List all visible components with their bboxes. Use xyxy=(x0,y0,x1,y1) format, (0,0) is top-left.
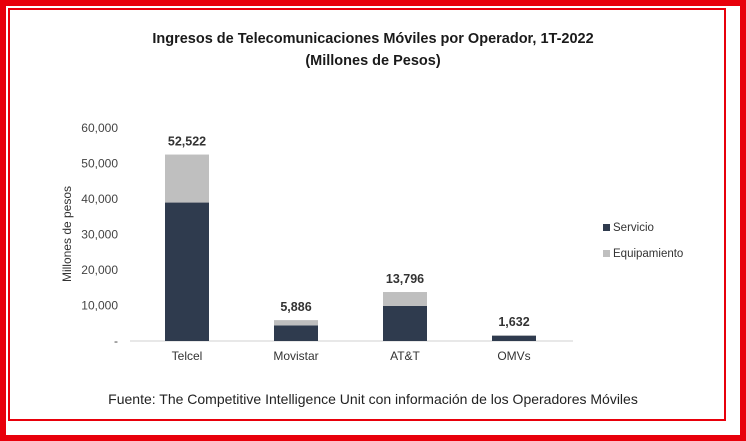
bar-segment xyxy=(492,335,536,341)
chart-subtitle: (Millones de Pesos) xyxy=(305,53,441,69)
legend-swatch xyxy=(603,224,610,231)
y-tick-label: - xyxy=(114,334,118,348)
legend-label: Equipamiento xyxy=(613,248,683,260)
y-tick-label: 30,000 xyxy=(81,228,118,242)
bar-segment xyxy=(383,292,427,306)
legend-label: Servicio xyxy=(613,222,654,234)
bar-segment xyxy=(165,202,209,341)
y-tick-label: 60,000 xyxy=(81,121,118,135)
x-tick-labels: Telcel Movistar AT&T OMVs xyxy=(172,349,531,363)
source-note: Fuente: The Competitive Intelligence Uni… xyxy=(108,391,638,407)
y-tick-label: 50,000 xyxy=(81,157,118,171)
x-tick-label: OMVs xyxy=(497,349,530,363)
inner-frame xyxy=(8,8,726,421)
y-tick-label: 20,000 xyxy=(81,263,118,277)
bar-segment xyxy=(274,325,318,341)
y-tick-label: 40,000 xyxy=(81,192,118,206)
total-label: 1,632 xyxy=(498,315,529,329)
total-label: 5,886 xyxy=(280,300,311,314)
bar-segment xyxy=(274,320,318,326)
legend: Servicio Equipamiento xyxy=(603,222,683,260)
chart-title-block: Ingresos de Telecomunicaciones Móviles p… xyxy=(0,28,746,72)
y-tick-labels: - 10,000 20,000 30,000 40,000 50,000 60,000 xyxy=(81,121,118,348)
total-labels: 52,522 5,886 13,796 1,632 xyxy=(168,135,530,330)
x-tick-label: AT&T xyxy=(390,349,420,363)
bar-segment xyxy=(165,154,209,203)
legend-swatch xyxy=(603,250,610,257)
y-tick-label: 10,000 xyxy=(81,299,118,313)
bars xyxy=(165,154,536,341)
y-axis-label: Millones de pesos xyxy=(60,186,74,282)
x-tick-label: Movistar xyxy=(273,349,318,363)
total-label: 13,796 xyxy=(386,272,424,286)
bar-segment xyxy=(383,305,427,341)
total-label: 52,522 xyxy=(168,135,206,149)
chart-title: Ingresos de Telecomunicaciones Móviles p… xyxy=(152,31,594,47)
x-tick-label: Telcel xyxy=(172,349,203,363)
